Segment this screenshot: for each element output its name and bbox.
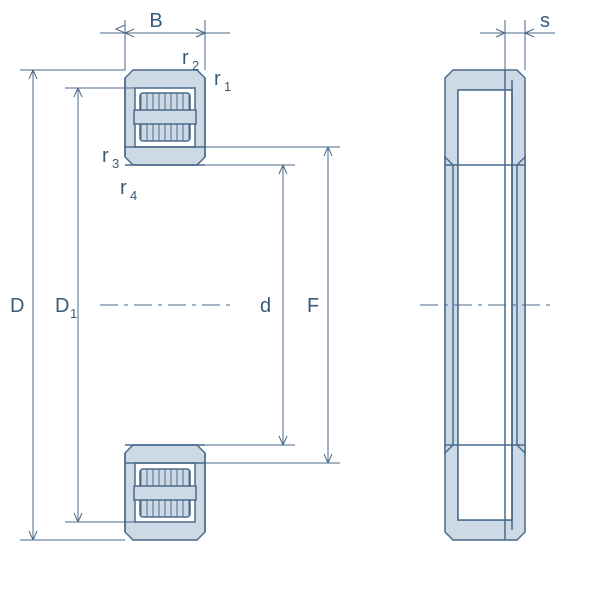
svg-text:D: D xyxy=(55,295,69,317)
svg-text:2: 2 xyxy=(192,58,199,73)
label-B: B xyxy=(149,10,162,32)
label-d: d xyxy=(260,295,271,317)
cage-bot xyxy=(134,486,196,500)
svg-text:3: 3 xyxy=(112,156,119,171)
label-D: D xyxy=(10,295,24,317)
label-F: F xyxy=(307,295,319,317)
svg-text:r: r xyxy=(102,145,109,167)
svg-text:4: 4 xyxy=(130,188,137,203)
label-s: s xyxy=(540,10,550,32)
svg-text:r: r xyxy=(120,177,127,199)
cage-top xyxy=(134,110,196,124)
svg-text:r: r xyxy=(214,68,221,90)
svg-text:r: r xyxy=(182,47,189,69)
bearing-diagram: B s D D 1 d F r 1 r 2 r 3 r 4 xyxy=(0,0,600,600)
svg-text:1: 1 xyxy=(224,79,231,94)
svg-text:1: 1 xyxy=(70,306,77,321)
